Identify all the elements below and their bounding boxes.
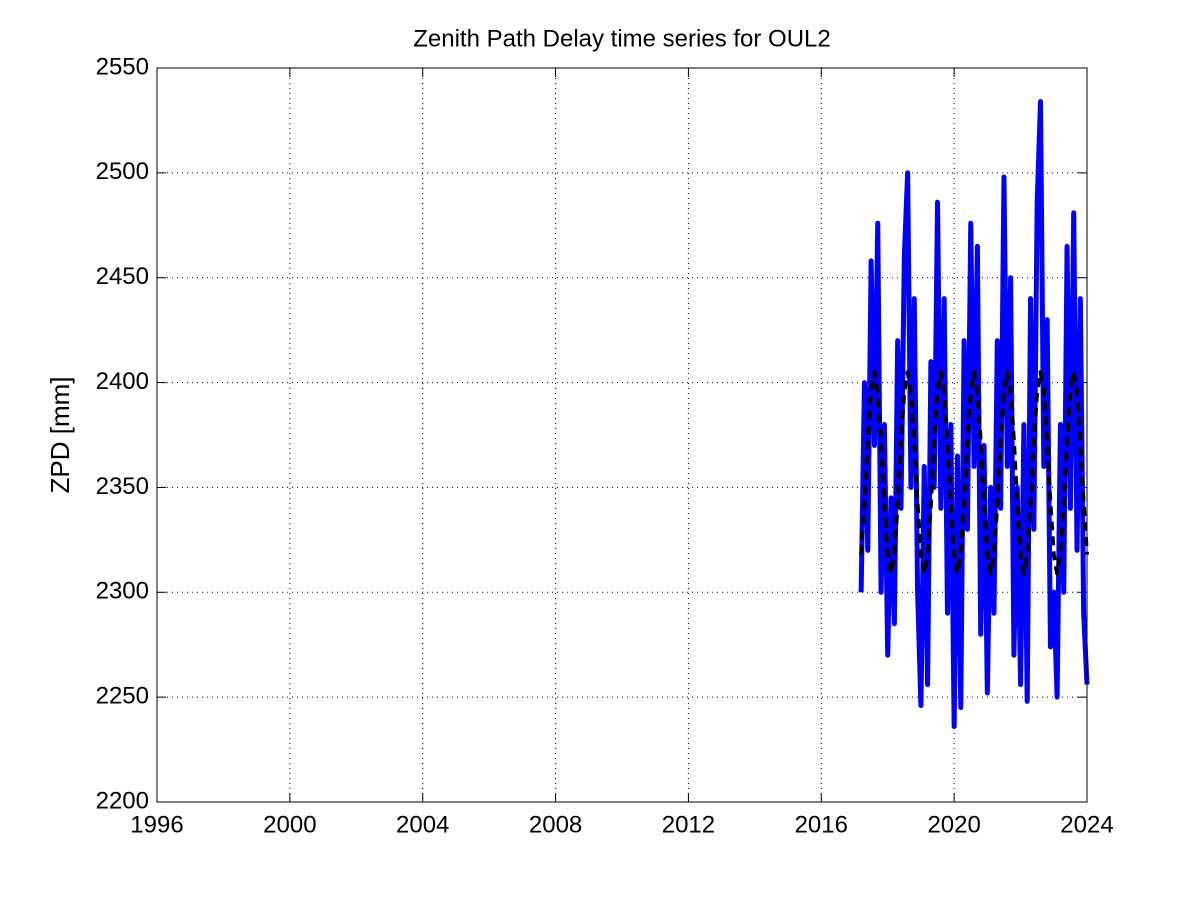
y-tick-label: 2450 (96, 263, 149, 290)
y-tick-label: 2500 (96, 158, 149, 185)
y-tick-label: 2550 (96, 53, 149, 80)
x-tick-label: 2020 (927, 811, 980, 838)
y-tick-label: 2350 (96, 473, 149, 500)
x-tick-label: 2012 (662, 811, 715, 838)
x-tick-label: 2000 (263, 811, 316, 838)
y-tick-label: 2250 (96, 682, 149, 709)
chart-title: Zenith Path Delay time series for OUL2 (413, 25, 831, 52)
axes-box (156, 67, 1088, 803)
y-axis-label: ZPD [mm] (45, 377, 75, 494)
y-tick-label: 2300 (96, 578, 149, 605)
x-tick-label: 1996 (130, 811, 183, 838)
y-tick-label: 2200 (96, 787, 149, 814)
x-tick-label: 2008 (529, 811, 582, 838)
fit-line (859, 370, 1089, 576)
x-tick-label: 2004 (396, 811, 449, 838)
x-tick-label: 2016 (795, 811, 848, 838)
data-line (858, 99, 1090, 730)
y-tick-label: 2400 (96, 368, 149, 395)
x-tick-label: 2024 (1060, 811, 1113, 838)
